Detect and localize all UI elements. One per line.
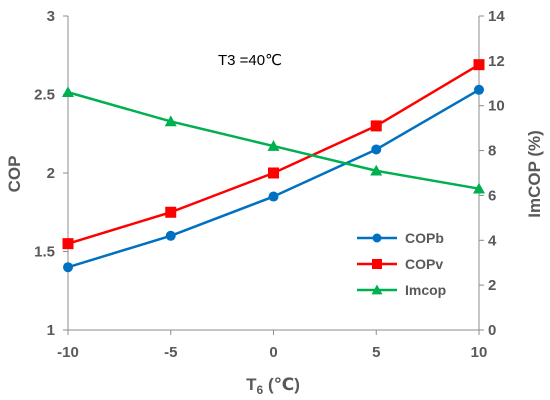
y2-tick-label: 4	[488, 232, 497, 249]
y2-axis-title: ImCOP (%)	[525, 130, 544, 218]
legend-label: Imcop	[405, 282, 446, 298]
legend-item-copv: COPv	[357, 256, 443, 272]
x-axis-title: T6 (℃)	[246, 375, 300, 397]
x-tick-label: 0	[269, 344, 277, 361]
series-layer	[62, 59, 485, 273]
data-point-copb	[474, 84, 484, 95]
chart-annotation: T3 =40℃	[218, 52, 282, 69]
series-copb	[63, 84, 484, 273]
y2-tick-label: 14	[488, 8, 505, 25]
legend-swatch-marker	[372, 233, 382, 243]
y2-tick-label: 2	[488, 277, 496, 294]
data-point-copb	[371, 144, 382, 155]
y-tick-label: 2.5	[34, 87, 55, 104]
data-point-imcop	[164, 115, 177, 127]
x-axis-title-unit: (℃)	[263, 375, 300, 394]
legend-label: COPb	[405, 230, 444, 246]
data-point-imcop	[267, 140, 280, 151]
y-tick-label: 1	[47, 322, 55, 339]
series-copv	[62, 59, 485, 250]
legend-item-copb: COPb	[357, 230, 444, 246]
y-tick-label: 1.5	[34, 244, 55, 261]
series-imcop	[62, 86, 485, 194]
y2-tick-label: 10	[488, 98, 505, 115]
y2-tick-label: 12	[488, 53, 505, 70]
data-point-copv	[473, 59, 485, 71]
y2-tick-label: 0	[488, 322, 496, 339]
y-tick-label: 3	[47, 8, 55, 25]
data-point-imcop	[370, 164, 383, 176]
x-tick-label: -5	[164, 344, 177, 361]
series-line-copv	[67, 63, 480, 245]
data-point-copv	[165, 206, 177, 218]
data-point-copv	[370, 120, 382, 132]
data-point-copb	[268, 191, 279, 202]
legend-label: COPv	[405, 256, 443, 272]
x-tick-label: 5	[372, 344, 380, 361]
y2-tick-label: 6	[488, 187, 496, 204]
data-point-copb	[63, 262, 73, 273]
y-axis-title: COP	[5, 156, 24, 193]
data-point-imcop	[62, 86, 74, 98]
legend: COPb COPv Imcop	[357, 230, 446, 298]
y-tick-label: 2	[47, 165, 55, 182]
data-point-copv	[62, 238, 74, 250]
data-point-copb	[165, 230, 176, 241]
data-point-copv	[268, 167, 279, 179]
x-tick-label: -10	[57, 344, 79, 361]
data-point-imcop	[473, 182, 485, 194]
x-axis-title-main: T	[246, 375, 257, 394]
x-axis-title-subscript: 6	[257, 383, 264, 397]
y2-tick-label: 8	[488, 143, 496, 160]
x-tick-label: 10	[471, 344, 488, 361]
legend-swatch-marker	[372, 259, 382, 269]
axes: -10 -5 0 5 10 1 1.5 2 2.5 3 0 2 4 6 8 10 12 14	[34, 8, 505, 361]
legend-swatch-marker	[371, 284, 383, 295]
legend-item-imcop: Imcop	[357, 282, 446, 298]
